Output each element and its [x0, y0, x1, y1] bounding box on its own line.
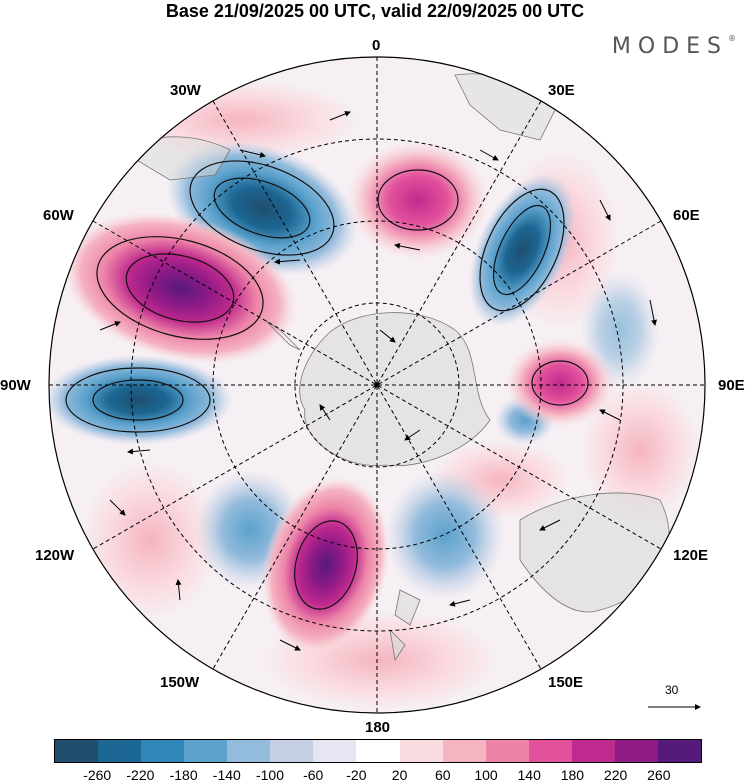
south-pole-marker [374, 382, 380, 388]
lon-label-90w: 90W [0, 377, 31, 394]
lon-label-30e: 30E [548, 82, 575, 99]
colorbar-tick-label: -60 [303, 767, 324, 783]
colorbar-tick-label: 60 [435, 767, 451, 783]
colorbar-swatch [399, 740, 443, 762]
graticule [49, 57, 705, 713]
registered-mark: ® [728, 34, 736, 43]
colorbar-swatch [485, 740, 529, 762]
colorbar-swatch [313, 740, 357, 762]
colorbar-tick-label: -140 [212, 767, 241, 783]
colorbar-tick-label: -180 [169, 767, 198, 783]
colorbar-tick-label: 140 [517, 767, 541, 783]
colorbar-swatch [657, 740, 701, 762]
lon-label-0: 0 [372, 37, 381, 54]
wind-vectors [99, 111, 657, 651]
colorbar-swatch [98, 740, 142, 762]
colorbar-swatch [184, 740, 228, 762]
colorbar-tick-label: 20 [391, 767, 408, 783]
map-title: Base 21/09/2025 00 UTC, valid 22/09/2025… [165, 1, 585, 21]
colorbar-swatch [141, 740, 185, 762]
colorbar-swatch [528, 740, 572, 762]
colorbar-swatch [442, 740, 486, 762]
lon-label-120e: 120E [673, 547, 709, 564]
colorbar-swatch [571, 740, 615, 762]
brand-text: MODES [611, 34, 728, 59]
colorbar-tick-label: -100 [255, 767, 285, 783]
lon-label-120w: 120W [35, 547, 75, 564]
colorbar-ticks: -260 -220 -180 -140 -100 -60 -20 20 60 100 140 180 2… [0, 767, 750, 783]
colorbar-swatch [227, 740, 271, 762]
colorbar-swatch [356, 740, 400, 762]
colorbar-swatch [270, 740, 314, 762]
vector-scale-label: 30 [665, 683, 679, 697]
colorbar-tick-label: -220 [126, 767, 155, 783]
map-boundary [48, 56, 706, 714]
colorbar [54, 739, 702, 763]
colorbar-tick-label: 220 [603, 767, 628, 783]
colorbar-swatch [55, 740, 99, 762]
lon-label-150w: 150W [160, 674, 200, 691]
colorbar-tick-label: -260 [83, 767, 112, 783]
colorbar-swatch [614, 740, 658, 762]
lon-label-150e: 150E [548, 674, 584, 691]
lon-label-180: 180 [365, 719, 391, 736]
colorbar-tick-label: -20 [346, 767, 367, 783]
colorbar-tick-label: 260 [647, 767, 671, 783]
colorbar-tick-label: 180 [560, 767, 585, 783]
lon-label-60e: 60E [673, 207, 700, 224]
lon-label-30w: 30W [170, 82, 201, 99]
lon-label-90e: 90E [718, 377, 745, 394]
colorbar-tick-label: 100 [474, 767, 498, 783]
modes-logo: MODES® [612, 34, 736, 59]
lon-label-60w: 60W [43, 207, 74, 224]
